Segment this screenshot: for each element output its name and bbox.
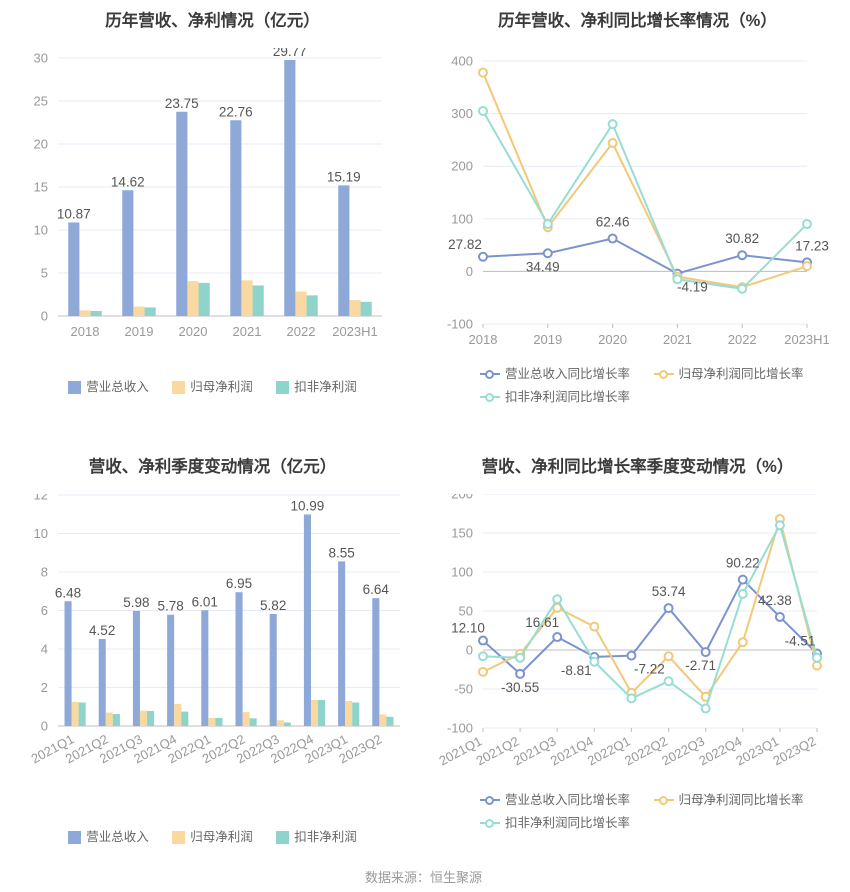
svg-text:12: 12 (34, 494, 48, 503)
svg-text:2019: 2019 (533, 332, 562, 347)
svg-text:5: 5 (41, 266, 48, 281)
svg-text:200: 200 (451, 159, 473, 174)
svg-text:10: 10 (34, 223, 48, 238)
svg-text:42.38: 42.38 (758, 593, 792, 608)
svg-text:4.52: 4.52 (89, 623, 115, 638)
svg-text:2021: 2021 (233, 324, 262, 339)
svg-text:-30.55: -30.55 (501, 680, 539, 695)
svg-text:200: 200 (451, 494, 473, 502)
svg-text:300: 300 (451, 106, 473, 121)
svg-text:10: 10 (34, 526, 48, 541)
svg-text:17.23: 17.23 (795, 238, 829, 253)
svg-text:12.10: 12.10 (451, 621, 485, 636)
svg-text:6.48: 6.48 (55, 585, 81, 600)
svg-text:6: 6 (41, 603, 48, 618)
svg-text:14.62: 14.62 (111, 174, 145, 189)
svg-text:50: 50 (459, 604, 473, 619)
svg-text:6.01: 6.01 (192, 594, 218, 609)
svg-text:0: 0 (41, 309, 48, 324)
svg-text:6.64: 6.64 (363, 582, 390, 597)
svg-text:8.55: 8.55 (328, 545, 354, 560)
svg-text:29.77: 29.77 (273, 48, 307, 59)
svg-text:0: 0 (466, 264, 473, 279)
svg-text:-100: -100 (447, 721, 473, 736)
svg-text:2020: 2020 (179, 324, 208, 339)
svg-text:15.19: 15.19 (327, 169, 361, 184)
svg-text:2: 2 (41, 680, 48, 695)
svg-text:90.22: 90.22 (726, 556, 760, 571)
svg-text:-4.19: -4.19 (677, 280, 708, 295)
svg-text:-100: -100 (447, 317, 473, 332)
svg-text:2018: 2018 (71, 324, 100, 339)
svg-text:53.74: 53.74 (652, 584, 686, 599)
svg-text:100: 100 (451, 565, 473, 580)
svg-text:2023H1: 2023H1 (784, 332, 830, 347)
svg-text:10.87: 10.87 (57, 207, 91, 222)
svg-text:2020: 2020 (598, 332, 627, 347)
svg-text:150: 150 (451, 526, 473, 541)
svg-text:25: 25 (34, 94, 48, 109)
svg-text:-50: -50 (454, 682, 473, 697)
svg-text:8: 8 (41, 565, 48, 580)
svg-text:16.61: 16.61 (525, 615, 559, 630)
svg-text:400: 400 (451, 54, 473, 69)
svg-text:30.82: 30.82 (725, 231, 759, 246)
svg-text:2022: 2022 (287, 324, 316, 339)
svg-text:-2.71: -2.71 (685, 658, 716, 673)
svg-text:30: 30 (34, 51, 48, 66)
svg-text:15: 15 (34, 180, 48, 195)
svg-text:100: 100 (451, 211, 473, 226)
svg-text:34.49: 34.49 (526, 259, 560, 274)
svg-text:5.82: 5.82 (260, 598, 286, 613)
svg-text:27.82: 27.82 (448, 237, 482, 252)
svg-text:20: 20 (34, 137, 48, 152)
svg-text:5.78: 5.78 (157, 599, 183, 614)
svg-text:-4.51: -4.51 (785, 634, 816, 649)
svg-text:2022: 2022 (728, 332, 757, 347)
svg-text:-7.22: -7.22 (634, 662, 665, 677)
svg-text:2023H1: 2023H1 (332, 324, 378, 339)
svg-text:2023Q2: 2023Q2 (771, 733, 819, 768)
svg-text:0: 0 (466, 643, 473, 658)
svg-text:22.76: 22.76 (219, 104, 253, 119)
svg-text:-8.81: -8.81 (561, 663, 592, 678)
svg-text:23.75: 23.75 (165, 96, 199, 111)
svg-text:2019: 2019 (125, 324, 154, 339)
svg-text:10.99: 10.99 (291, 498, 325, 513)
svg-text:2018: 2018 (469, 332, 498, 347)
svg-text:2021: 2021 (663, 332, 692, 347)
svg-text:4: 4 (41, 642, 48, 657)
svg-text:62.46: 62.46 (596, 215, 630, 230)
svg-text:0: 0 (41, 719, 48, 734)
svg-text:6.95: 6.95 (226, 576, 252, 591)
svg-text:5.98: 5.98 (123, 595, 149, 610)
